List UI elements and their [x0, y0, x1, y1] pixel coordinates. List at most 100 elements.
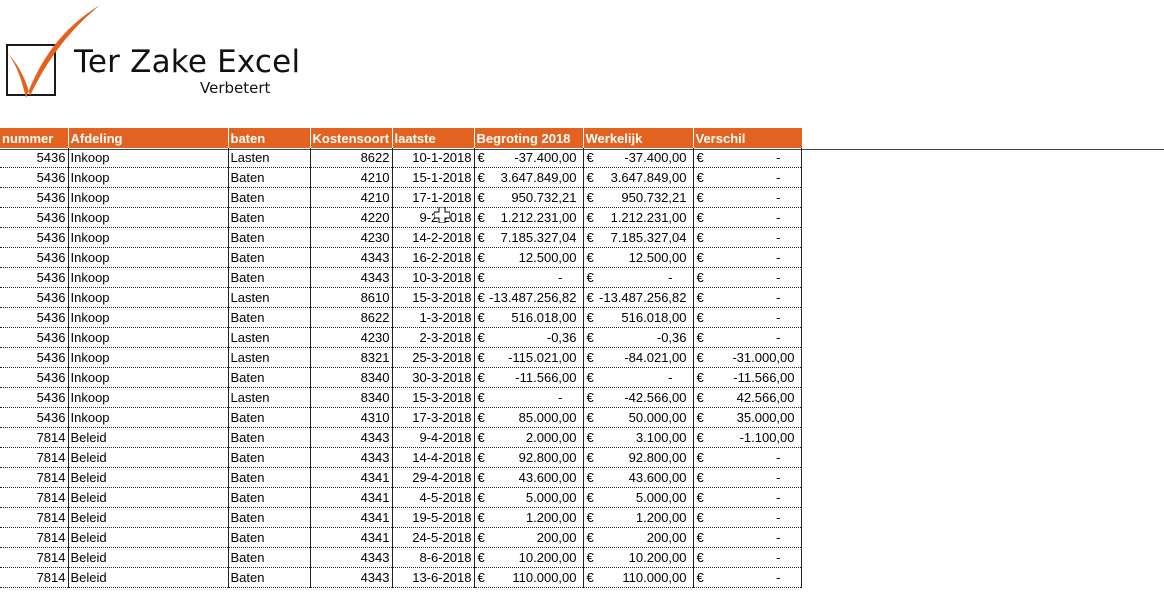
- cell-begroting[interactable]: € -: [474, 267, 584, 288]
- cell-nummer[interactable]: 5436: [0, 167, 69, 188]
- cell-nummer[interactable]: 7814: [0, 507, 69, 528]
- cell-werkelijk[interactable]: €43.600,00: [583, 467, 694, 488]
- cell-kostensoort[interactable]: 8321: [310, 347, 393, 368]
- cell-begroting[interactable]: €3.647.849,00: [474, 167, 584, 188]
- cell-afdeling[interactable]: Inkoop: [68, 327, 229, 348]
- cell-afdeling[interactable]: Beleid: [68, 547, 229, 568]
- cell-kostensoort[interactable]: 8622: [310, 307, 393, 328]
- cell-baten[interactable]: Baten: [228, 447, 311, 468]
- cell-verschil[interactable]: € -1.100,00: [693, 427, 802, 448]
- cell-kostensoort[interactable]: 8340: [310, 367, 393, 388]
- column-header[interactable]: nummer: [0, 128, 69, 148]
- cell-kostensoort[interactable]: 4341: [310, 487, 393, 508]
- cell-werkelijk[interactable]: €110.000,00: [583, 567, 694, 588]
- cell-afdeling[interactable]: Inkoop: [68, 227, 229, 248]
- cell-begroting[interactable]: €92.800,00: [474, 447, 584, 468]
- column-header[interactable]: Verschil: [693, 128, 802, 148]
- cell-laatste[interactable]: 10-1-2018: [392, 148, 475, 168]
- cell-laatste[interactable]: 9-2-2018: [392, 207, 475, 228]
- cell-kostensoort[interactable]: 4341: [310, 467, 393, 488]
- cell-laatste[interactable]: 30-3-2018: [392, 367, 475, 388]
- cell-verschil[interactable]: € -: [693, 267, 802, 288]
- cell-laatste[interactable]: 19-5-2018: [392, 507, 475, 528]
- cell-laatste[interactable]: 25-3-2018: [392, 347, 475, 368]
- cell-baten[interactable]: Lasten: [228, 148, 311, 168]
- cell-baten[interactable]: Baten: [228, 267, 311, 288]
- cell-nummer[interactable]: 5436: [0, 387, 69, 408]
- cell-kostensoort[interactable]: 4343: [310, 547, 393, 568]
- cell-laatste[interactable]: 17-1-2018: [392, 187, 475, 208]
- cell-begroting[interactable]: €10.200,00: [474, 547, 584, 568]
- cell-kostensoort[interactable]: 4343: [310, 247, 393, 268]
- cell-verschil[interactable]: € -: [693, 148, 802, 168]
- cell-nummer[interactable]: 7814: [0, 427, 69, 448]
- cell-werkelijk[interactable]: €12.500,00: [583, 247, 694, 268]
- cell-baten[interactable]: Baten: [228, 427, 311, 448]
- cell-werkelijk[interactable]: € -: [583, 267, 694, 288]
- cell-kostensoort[interactable]: 4210: [310, 167, 393, 188]
- cell-laatste[interactable]: 17-3-2018: [392, 407, 475, 428]
- cell-werkelijk[interactable]: €3.100,00: [583, 427, 694, 448]
- cell-afdeling[interactable]: Inkoop: [68, 307, 229, 328]
- cell-baten[interactable]: Lasten: [228, 327, 311, 348]
- cell-nummer[interactable]: 5436: [0, 247, 69, 268]
- cell-baten[interactable]: Lasten: [228, 287, 311, 308]
- cell-laatste[interactable]: 9-4-2018: [392, 427, 475, 448]
- cell-baten[interactable]: Lasten: [228, 347, 311, 368]
- cell-verschil[interactable]: €35.000,00: [693, 407, 802, 428]
- cell-afdeling[interactable]: Beleid: [68, 487, 229, 508]
- cell-nummer[interactable]: 5436: [0, 287, 69, 308]
- cell-werkelijk[interactable]: € -84.021,00: [583, 347, 694, 368]
- cell-kostensoort[interactable]: 8610: [310, 287, 393, 308]
- cell-laatste[interactable]: 16-2-2018: [392, 247, 475, 268]
- cell-werkelijk[interactable]: €516.018,00: [583, 307, 694, 328]
- cell-verschil[interactable]: € -: [693, 567, 802, 588]
- cell-nummer[interactable]: 5436: [0, 187, 69, 208]
- cell-laatste[interactable]: 2-3-2018: [392, 327, 475, 348]
- cell-werkelijk[interactable]: €3.647.849,00: [583, 167, 694, 188]
- column-header[interactable]: Afdeling: [68, 128, 229, 148]
- cell-baten[interactable]: Baten: [228, 227, 311, 248]
- cell-afdeling[interactable]: Inkoop: [68, 247, 229, 268]
- cell-verschil[interactable]: € -: [693, 227, 802, 248]
- cell-kostensoort[interactable]: 4210: [310, 187, 393, 208]
- cell-nummer[interactable]: 5436: [0, 307, 69, 328]
- cell-kostensoort[interactable]: 4343: [310, 267, 393, 288]
- cell-laatste[interactable]: 15-3-2018: [392, 387, 475, 408]
- cell-verschil[interactable]: € -: [693, 487, 802, 508]
- cell-nummer[interactable]: 5436: [0, 347, 69, 368]
- cell-nummer[interactable]: 7814: [0, 567, 69, 588]
- cell-werkelijk[interactable]: €7.185.327,04: [583, 227, 694, 248]
- cell-begroting[interactable]: €110.000,00: [474, 567, 584, 588]
- cell-nummer[interactable]: 5436: [0, 148, 69, 168]
- cell-werkelijk[interactable]: € -37.400,00: [583, 148, 694, 168]
- cell-kostensoort[interactable]: 4341: [310, 527, 393, 548]
- cell-verschil[interactable]: € -11.566,00: [693, 367, 802, 388]
- cell-afdeling[interactable]: Inkoop: [68, 187, 229, 208]
- cell-afdeling[interactable]: Inkoop: [68, 167, 229, 188]
- cell-kostensoort[interactable]: 8622: [310, 148, 393, 168]
- cell-kostensoort[interactable]: 4310: [310, 407, 393, 428]
- cell-afdeling[interactable]: Inkoop: [68, 267, 229, 288]
- cell-laatste[interactable]: 13-6-2018: [392, 567, 475, 588]
- cell-afdeling[interactable]: Inkoop: [68, 287, 229, 308]
- cell-werkelijk[interactable]: € -13.487.256,82: [583, 287, 694, 308]
- cell-nummer[interactable]: 5436: [0, 227, 69, 248]
- cell-baten[interactable]: Baten: [228, 167, 311, 188]
- cell-begroting[interactable]: €200,00: [474, 527, 584, 548]
- cell-baten[interactable]: Baten: [228, 487, 311, 508]
- cell-begroting[interactable]: € -115.021,00: [474, 347, 584, 368]
- cell-werkelijk[interactable]: €5.000,00: [583, 487, 694, 508]
- cell-werkelijk[interactable]: €950.732,21: [583, 187, 694, 208]
- cell-afdeling[interactable]: Beleid: [68, 507, 229, 528]
- cell-baten[interactable]: Baten: [228, 407, 311, 428]
- cell-begroting[interactable]: €5.000,00: [474, 487, 584, 508]
- cell-begroting[interactable]: € -37.400,00: [474, 148, 584, 168]
- cell-begroting[interactable]: €516.018,00: [474, 307, 584, 328]
- cell-begroting[interactable]: €12.500,00: [474, 247, 584, 268]
- cell-baten[interactable]: Baten: [228, 207, 311, 228]
- cell-baten[interactable]: Baten: [228, 567, 311, 588]
- cell-nummer[interactable]: 5436: [0, 327, 69, 348]
- cell-verschil[interactable]: € -31.000,00: [693, 347, 802, 368]
- cell-afdeling[interactable]: Beleid: [68, 427, 229, 448]
